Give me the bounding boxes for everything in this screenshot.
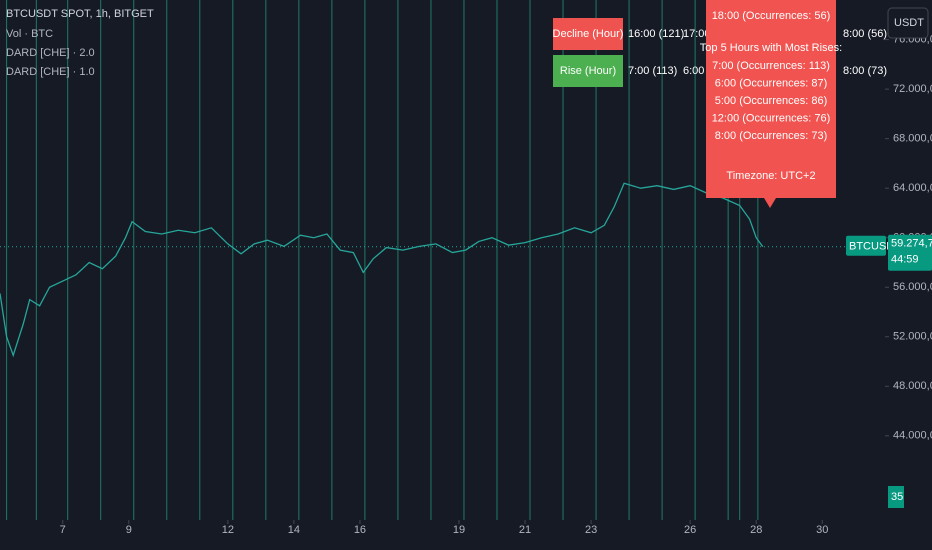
tooltip-line: 18:00 (Occurrences: 56) xyxy=(712,10,831,22)
tooltip-line: Top 5 Hours with Most Rises: xyxy=(700,42,842,54)
y-tick-label: 68.000,00 xyxy=(893,133,932,145)
x-tick-label: 30 xyxy=(816,524,828,536)
y-tick-label: 48.000,00 xyxy=(893,380,932,392)
table-cell: 17:00 xyxy=(683,28,711,40)
tooltip-line: 7:00 (Occurrences: 113) xyxy=(712,60,830,72)
chart-title: BTCUSDT SPOT, 1h, BITGET xyxy=(6,8,154,20)
x-tick-label: 26 xyxy=(684,524,696,536)
y-tick-label: 56.000,00 xyxy=(893,281,932,293)
x-tick-label: 19 xyxy=(453,524,465,536)
indicator-name: DARD [CHE] · 1.0 xyxy=(6,66,95,78)
x-tick-label: 7 xyxy=(60,524,66,536)
x-tick-label: 9 xyxy=(126,524,132,536)
indicator-name: Vol · BTC xyxy=(6,28,53,40)
table-header-cell xyxy=(553,55,623,87)
currency[interactable]: USDT xyxy=(894,17,924,29)
volume-label: 35 xyxy=(891,491,903,503)
plot: 44.000,0048.000,0052.000,0056.000,0060.0… xyxy=(0,0,932,536)
tooltip-line: 6:00 (Occurrences: 87) xyxy=(715,77,828,89)
x-tick-label: 28 xyxy=(750,524,762,536)
last-price: 59.274,76 xyxy=(891,238,932,250)
table-header: Decline (Hour) xyxy=(553,28,624,40)
currency-button[interactable] xyxy=(887,7,929,39)
table-cell: 6:00 xyxy=(683,65,704,77)
price-box xyxy=(888,234,932,271)
tooltip-line: Timezone: UTC+2 xyxy=(726,170,815,182)
x-tick-label: 21 xyxy=(519,524,531,536)
table-cell: 8:00 (73) xyxy=(843,65,887,77)
y-tick-label: 44.000,00 xyxy=(893,430,932,442)
tooltip-line: 8:00 (Occurrences: 73) xyxy=(715,130,828,142)
countdown: 44:59 xyxy=(891,254,919,266)
tooltip-line: 5:00 (Occurrences: 86) xyxy=(715,95,828,107)
series-name-box xyxy=(846,235,886,256)
y-tick-label: 72.000,00 xyxy=(893,83,932,95)
y-tick-label: 64.000,00 xyxy=(893,182,932,194)
x-tick-label: 14 xyxy=(288,524,300,536)
table-header-cell xyxy=(553,18,623,50)
table-cell: 16:00 (121) xyxy=(628,28,684,40)
y-tick-label: 52.000,00 xyxy=(893,331,932,343)
indicator-name: DARD [CHE] · 2.0 xyxy=(6,47,95,59)
x-tick-label: 16 xyxy=(354,524,366,536)
tooltip-pointer xyxy=(764,198,776,208)
table-cell: 8:00 (56) xyxy=(843,28,887,40)
price-line xyxy=(0,182,764,358)
table-cell: 7:00 (113) xyxy=(628,65,677,77)
volume-box xyxy=(888,486,904,508)
table-header: Rise (Hour) xyxy=(560,65,616,77)
x-tick-label: 12 xyxy=(222,524,234,536)
tooltip-line: 12:00 (Occurrences: 76) xyxy=(712,112,831,124)
x-tick-label: 23 xyxy=(585,524,597,536)
tooltip-box xyxy=(706,0,836,198)
